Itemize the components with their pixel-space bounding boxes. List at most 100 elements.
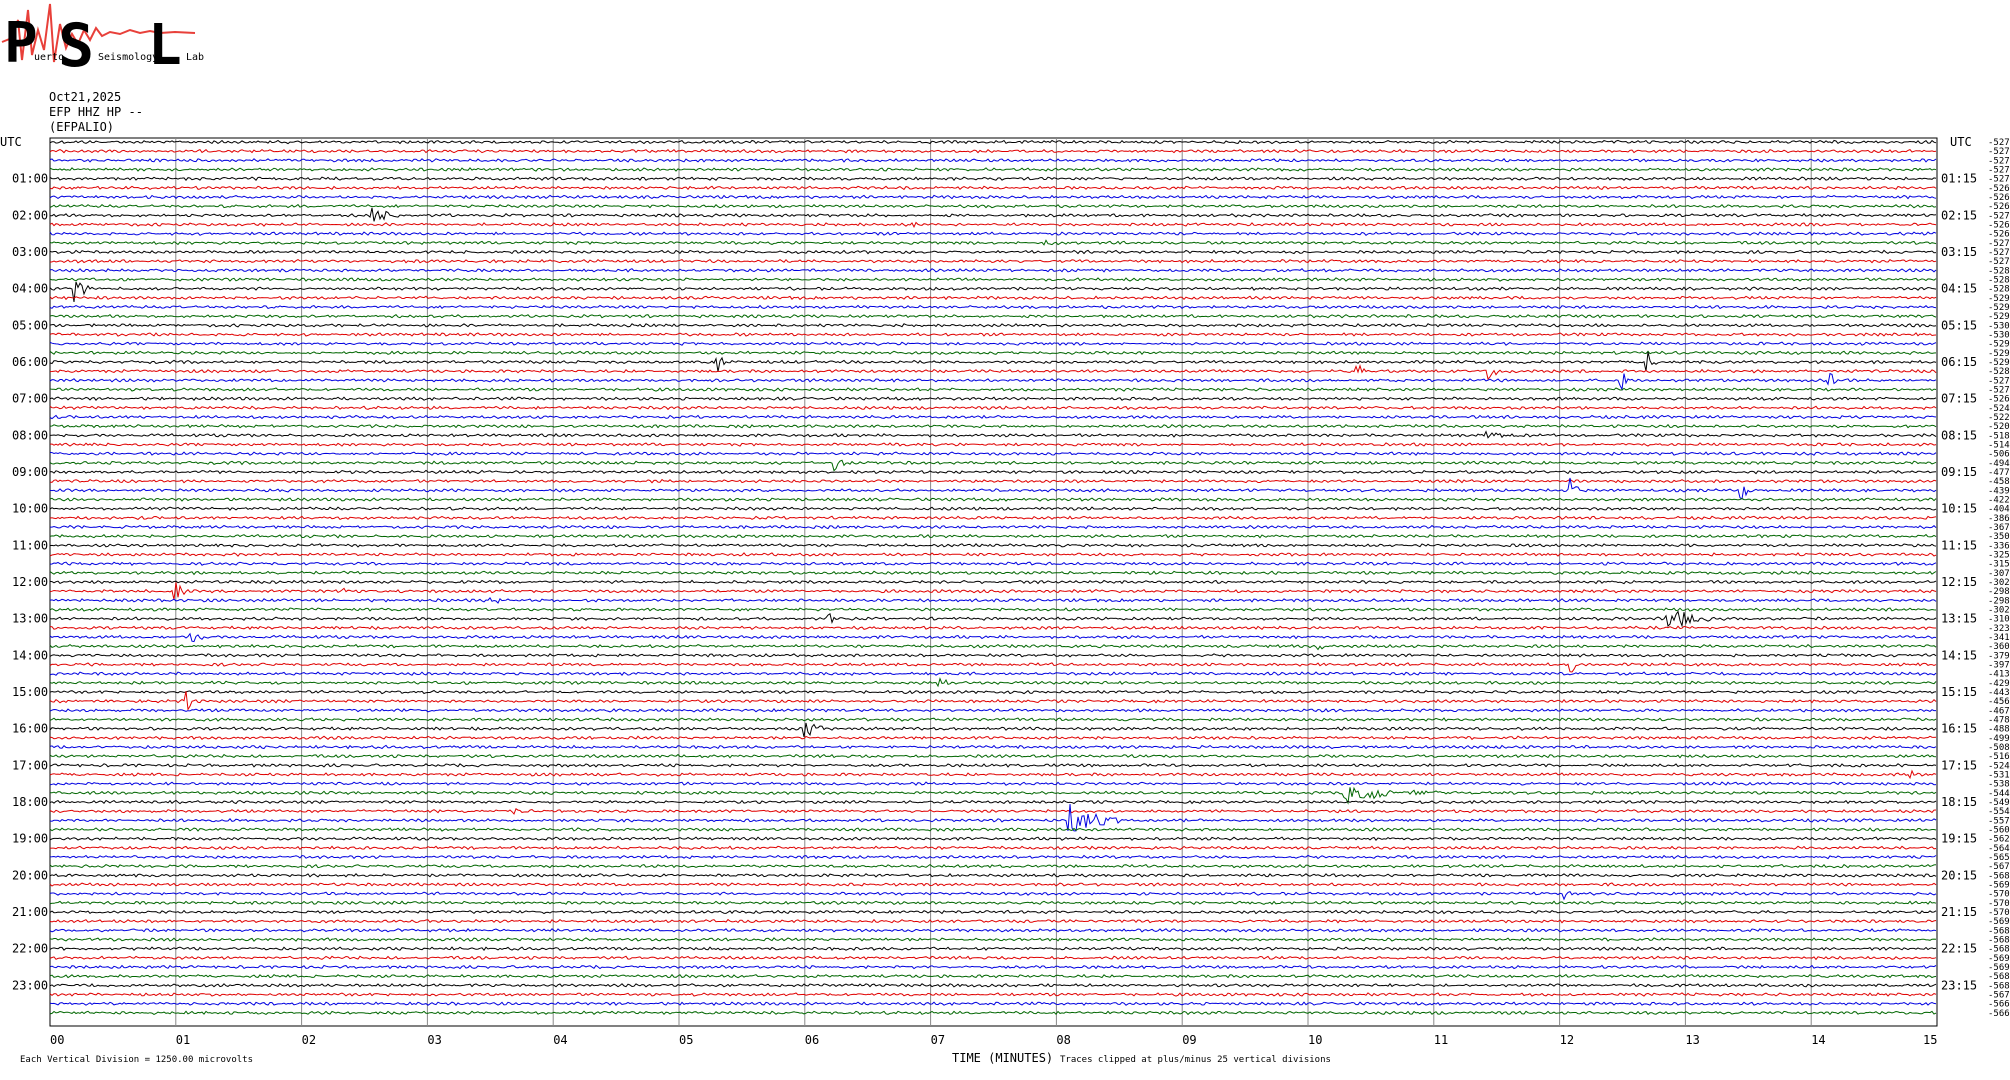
trace-offset-label: -4771 (1988, 468, 2010, 478)
trace-offset-label: -5296 (1988, 303, 2010, 313)
right-hour-label: 05:15 (1941, 318, 1977, 332)
right-hour-labels: 01:15 02:15 03:15 04:15 05:15 06:15 07:15 08:15… (1941, 172, 1977, 993)
trace-line (49, 478, 1937, 484)
trace-line (49, 176, 1937, 181)
left-hour-label: 06:00 (12, 355, 48, 369)
trace-offset-label: -4889 (1988, 725, 2010, 735)
trace-offset-label: -5295 (1988, 312, 2010, 322)
trace-offset-label: -5276 (1988, 248, 2010, 258)
left-hour-label: 04:00 (12, 282, 48, 296)
trace-offset-label: -3024 (1988, 578, 2010, 588)
right-hour-label: 04:15 (1941, 282, 1977, 296)
trace-line (49, 909, 1937, 915)
trace-line (49, 753, 1937, 759)
trace-line (49, 372, 1937, 391)
x-tick-label: 01 (176, 1033, 190, 1047)
trace-offset-label: -5269 (1988, 202, 2010, 212)
trace-offset-label: -5263 (1988, 395, 2010, 405)
trace-offset-label: -3154 (1988, 560, 2010, 570)
left-hour-label: 18:00 (12, 795, 48, 809)
trace-line (49, 582, 1937, 600)
trace-line (49, 295, 1937, 301)
trace-line (49, 928, 1937, 933)
trace-line (49, 533, 1937, 539)
trace-line (49, 1010, 1937, 1016)
x-tick-label: 03 (427, 1033, 441, 1047)
left-hour-label: 08:00 (12, 428, 48, 442)
trace-offset-label: -5386 (1988, 780, 2010, 790)
trace-offset-label: -4565 (1988, 697, 2010, 707)
trace-line (49, 707, 1936, 713)
trace-offset-label: -3237 (1988, 624, 2010, 634)
trace-line (49, 561, 1937, 566)
trace-line (49, 459, 1937, 472)
right-hour-label: 21:15 (1941, 905, 1977, 919)
trace-offset-label: -3972 (1988, 661, 2010, 671)
x-tick-label: 07 (931, 1033, 945, 1047)
left-hour-label: 16:00 (12, 722, 48, 736)
left-hour-label: 02:00 (12, 208, 48, 222)
trace-offset-label: -5544 (1988, 807, 2010, 817)
right-hour-label: 12:15 (1941, 575, 1977, 589)
psl-logo: P S L uerto Seismology Lab (1, 3, 204, 81)
trace-line (49, 423, 1937, 429)
trace-line (49, 570, 1937, 576)
x-tick-label: 02 (302, 1033, 316, 1047)
x-tick-label: 04 (553, 1033, 567, 1047)
trace-offset-label: -5203 (1988, 422, 2010, 432)
right-hour-label: 18:15 (1941, 795, 1977, 809)
logo-subtitle-3: Lab (186, 52, 204, 63)
trace-offset-label: -5702 (1988, 890, 2010, 900)
trace-offset-label: -5227 (1988, 413, 2010, 423)
trace-offset-label: -3677 (1988, 523, 2010, 533)
footer-clip-note: Traces clipped at plus/minus 25 vertical… (1060, 1055, 1331, 1065)
trace-line (49, 350, 1937, 356)
header-date: Oct21,2025 (49, 90, 121, 104)
right-hour-label: 20:15 (1941, 868, 1977, 882)
trace-line (49, 158, 1937, 163)
left-hour-label: 01:00 (12, 172, 48, 186)
trace-offset-label: -5144 (1988, 441, 2010, 451)
trace-line (49, 854, 1937, 860)
trace-offset-label: -4041 (1988, 505, 2010, 515)
trace-line (49, 610, 1937, 628)
trace-line (49, 364, 1937, 381)
header-station: (EFPALIO) (49, 120, 114, 134)
trace-offset-label: -5669 (1988, 1009, 2010, 1019)
trace-line (49, 221, 1937, 229)
trace-line (49, 231, 1937, 236)
trace-line (50, 786, 1937, 805)
logo-subtitle-1: uerto (34, 52, 64, 63)
trace-offset-label: -4786 (1988, 716, 2010, 726)
right-hour-label: 11:15 (1941, 538, 1977, 552)
trace-line (49, 808, 1937, 815)
trace-offset-label: -5699 (1988, 881, 2010, 891)
trace-line (49, 139, 1937, 145)
trace-offset-label: -5269 (1988, 184, 2010, 194)
trace-offset-label: -5692 (1988, 917, 2010, 927)
x-tick-label: 15 (1923, 1033, 1937, 1047)
left-hour-label: 20:00 (12, 868, 48, 882)
trace-offset-label: -4679 (1988, 706, 2010, 716)
trace-line (49, 477, 1937, 500)
trace-line (49, 918, 1937, 924)
trace-offset-label: -3103 (1988, 615, 2010, 625)
left-hour-label: 13:00 (12, 612, 48, 626)
trace-line (49, 185, 1937, 191)
trace-offset-label: -3860 (1988, 514, 2010, 524)
trace-offset-label: -5276 (1988, 257, 2010, 267)
trace-offset-label: -5626 (1988, 835, 2010, 845)
trace-offset-label: -5297 (1988, 340, 2010, 350)
trace-offset-label: -5683 (1988, 981, 2010, 991)
trace-line (49, 351, 1937, 372)
trace-line (49, 543, 1937, 548)
right-hour-label: 02:15 (1941, 208, 1977, 222)
trace-line (50, 207, 1937, 222)
trace-line (49, 194, 1937, 200)
logo-trace-line (1, 3, 196, 63)
right-hour-label: 01:15 (1941, 172, 1977, 186)
trace-line (49, 497, 1937, 502)
left-hour-label: 17:00 (12, 758, 48, 772)
trace-line (49, 203, 1937, 209)
trace-line (49, 506, 1937, 511)
